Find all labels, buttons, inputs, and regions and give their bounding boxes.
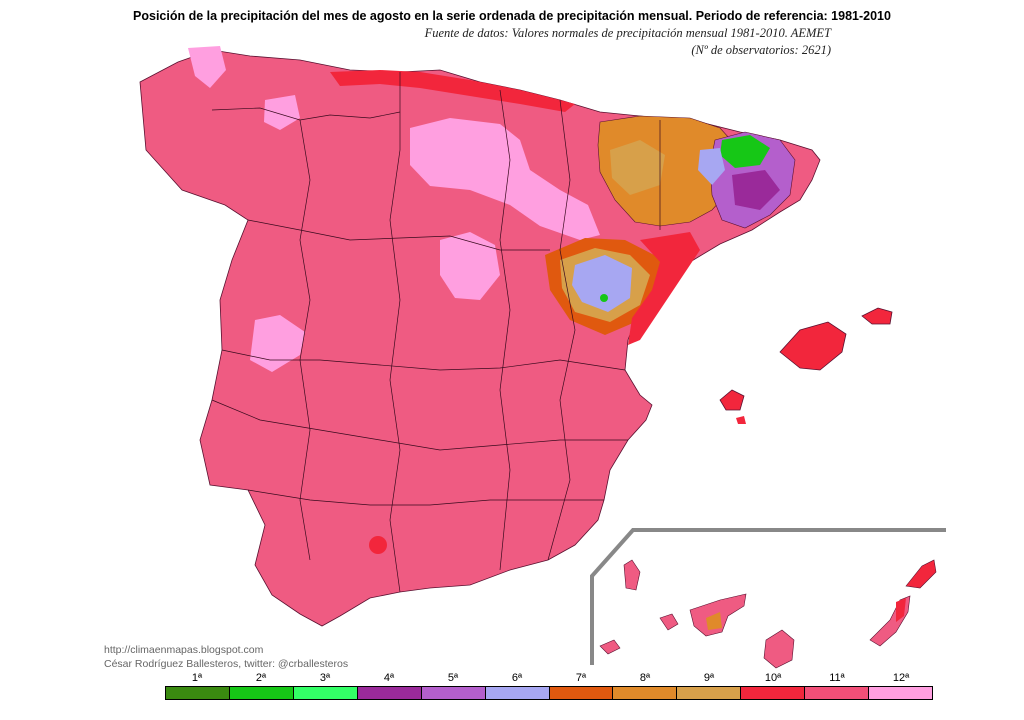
legend-swatch-4 xyxy=(357,687,422,699)
source-note: Fuente de datos: Valores normales de pre… xyxy=(425,25,831,59)
east-coast-red-strip xyxy=(628,232,700,345)
legend-labels: 1ª 2ª 3ª 4ª 5ª 6ª 7ª 8ª 9ª 10ª 11ª 12ª xyxy=(165,672,933,686)
ibiza-island xyxy=(719,389,745,411)
legend-label-8: 8ª xyxy=(639,672,651,684)
fuerteventura-red-patch xyxy=(896,598,906,622)
legend-label-7: 7ª xyxy=(575,672,587,684)
blue-area-catalonia xyxy=(698,148,725,185)
light-pink-area-north-west xyxy=(264,95,300,130)
legend-label-5: 5ª xyxy=(447,672,459,684)
legend-label-2: 2ª xyxy=(255,672,267,684)
source-line-1: Fuente de datos: Valores normales de pre… xyxy=(424,26,831,40)
canary-inset-frame xyxy=(590,528,946,665)
formentera-island xyxy=(736,416,746,424)
menorca-island xyxy=(861,307,893,325)
credit-url: http://climaenmapas.blogspot.com xyxy=(104,644,264,656)
light-pink-area-west xyxy=(250,315,305,372)
green-spot-teruel xyxy=(600,294,608,302)
tenerife-orange-patch xyxy=(706,612,722,630)
map-title: Posición de la precipitación del mes de … xyxy=(133,9,891,23)
blue-area-teruel xyxy=(572,255,632,312)
light-pink-area-leon xyxy=(410,118,600,240)
legend-swatch-1 xyxy=(166,687,230,699)
credit-author: César Rodríguez Ballesteros, twitter: @c… xyxy=(104,658,349,670)
la-palma-island xyxy=(623,559,641,591)
light-pink-area-central xyxy=(440,232,500,300)
legend-swatch-8 xyxy=(613,687,678,699)
source-line-2: (Nº de observatorios: 2621) xyxy=(691,43,831,57)
legend-swatch-6 xyxy=(485,687,550,699)
author-credit: http://climaenmapas.blogspot.com César R… xyxy=(104,643,348,671)
legend-swatch-3 xyxy=(293,687,358,699)
legend-label-1: 1ª xyxy=(191,672,203,684)
legend-swatch-11 xyxy=(805,687,870,699)
legend-swatch-9 xyxy=(677,687,742,699)
legend-label-3: 3ª xyxy=(319,672,331,684)
legend-swatch-2 xyxy=(229,687,294,699)
legend-label-4: 4ª xyxy=(383,672,395,684)
light-pink-area-galicia xyxy=(188,46,226,88)
legend-swatch-10 xyxy=(741,687,806,699)
legend-swatch-5 xyxy=(421,687,486,699)
dark-purple-area-catalonia xyxy=(732,170,780,210)
north-coast-red-band xyxy=(330,70,575,112)
legend-label-9: 9ª xyxy=(703,672,715,684)
gran-canaria-island xyxy=(763,629,795,669)
rank-legend: 1ª 2ª 3ª 4ª 5ª 6ª 7ª 8ª 9ª 10ª 11ª 12ª xyxy=(165,672,933,706)
green-area-pyrenees xyxy=(720,135,770,168)
legend-label-6: 6ª xyxy=(511,672,523,684)
legend-label-12: 12ª xyxy=(892,672,910,684)
la-gomera-island xyxy=(659,613,679,631)
legend-swatch-7 xyxy=(549,687,614,699)
mallorca-island xyxy=(779,321,847,371)
legend-label-11: 11ª xyxy=(829,672,845,684)
legend-label-10: 10ª xyxy=(764,672,782,684)
tan-area-pyrenees xyxy=(610,140,665,195)
lanzarote-island xyxy=(905,559,937,589)
legend-color-bar xyxy=(165,686,933,700)
province-borders xyxy=(211,72,661,593)
el-hierro-island xyxy=(599,639,621,655)
red-spot-south xyxy=(369,536,387,554)
legend-swatch-12 xyxy=(869,687,933,699)
